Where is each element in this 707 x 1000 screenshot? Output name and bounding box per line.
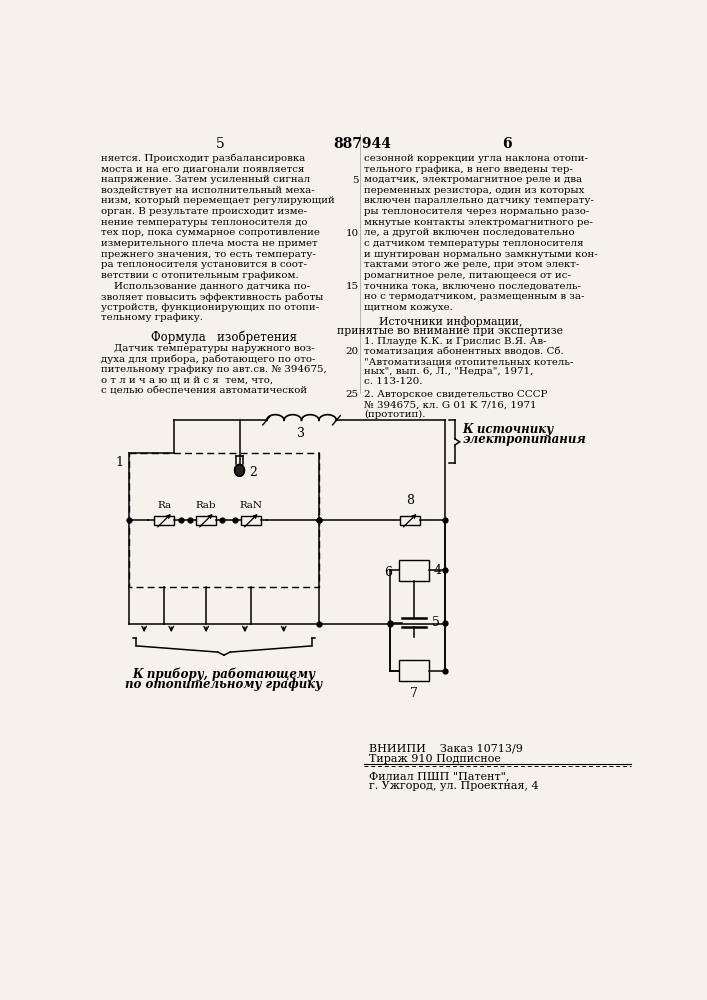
Text: Формула   изобретения: Формула изобретения <box>151 330 297 344</box>
Text: Филиал ПШП "Патент",: Филиал ПШП "Патент", <box>369 771 509 781</box>
Text: прежнего значения, то есть температу-: прежнего значения, то есть температу- <box>101 250 315 259</box>
Text: моста и на его диагонали появляется: моста и на его диагонали появляется <box>101 165 304 174</box>
Text: воздействует на исполнительный меха-: воздействует на исполнительный меха- <box>101 186 315 195</box>
Text: тельного графика, в него введены тер-: тельного графика, в него введены тер- <box>364 165 573 174</box>
Text: ры теплоносителя через нормально разо-: ры теплоносителя через нормально разо- <box>364 207 590 216</box>
Text: "Автоматизация отопительных котель-: "Автоматизация отопительных котель- <box>364 357 573 366</box>
Text: напряжение. Затем усиленный сигнал: напряжение. Затем усиленный сигнал <box>101 175 310 184</box>
Text: тельному графику.: тельному графику. <box>101 313 203 322</box>
Bar <box>399 560 428 581</box>
Text: (прототип).: (прототип). <box>364 410 426 419</box>
Text: Использование данного датчика по-: Использование данного датчика по- <box>101 281 310 290</box>
Text: щитном кожухе.: щитном кожухе. <box>364 303 453 312</box>
Text: 2: 2 <box>250 466 257 479</box>
Text: тех пор, пока суммарное сопротивление: тех пор, пока суммарное сопротивление <box>101 228 320 237</box>
Bar <box>196 516 216 525</box>
Bar <box>241 516 261 525</box>
Text: но с термодатчиком, размещенным в за-: но с термодатчиком, размещенным в за- <box>364 292 585 301</box>
Text: 5: 5 <box>216 137 225 151</box>
Text: модатчик, электромагнитное реле и два: модатчик, электромагнитное реле и два <box>364 175 583 184</box>
Text: орган. В результате происходит изме-: орган. В результате происходит изме- <box>101 207 307 216</box>
Text: 6: 6 <box>502 137 512 151</box>
Text: 10: 10 <box>346 229 359 238</box>
Text: сезонной коррекции угла наклона отопи-: сезонной коррекции угла наклона отопи- <box>364 154 588 163</box>
Text: пительному графику по авт.св. № 394675,: пительному графику по авт.св. № 394675, <box>101 365 327 374</box>
Text: низм, который перемещает регулирующий: низм, который перемещает регулирующий <box>101 196 334 205</box>
Text: Датчик температуры наружного воз-: Датчик температуры наружного воз- <box>101 344 315 353</box>
Text: духа для прибора, работающего по ото-: духа для прибора, работающего по ото- <box>101 355 315 364</box>
Text: К прибору, работающему: К прибору, работающему <box>132 667 315 681</box>
Text: К источнику: К источнику <box>462 423 554 436</box>
Bar <box>129 453 320 587</box>
Text: тактами этого же реле, при этом элект-: тактами этого же реле, при этом элект- <box>364 260 580 269</box>
Bar <box>399 660 428 681</box>
Text: точника тока, включено последователь-: точника тока, включено последователь- <box>364 281 581 290</box>
Text: 5: 5 <box>432 616 440 629</box>
Text: с целью обеспечения автоматической: с целью обеспечения автоматической <box>101 386 307 395</box>
Text: Rаb: Rаb <box>196 501 216 510</box>
Text: Тираж 910 Подписное: Тираж 910 Подписное <box>369 754 501 764</box>
Text: 5: 5 <box>352 176 359 185</box>
Text: 6: 6 <box>385 566 392 579</box>
Text: 887944: 887944 <box>333 137 391 151</box>
Text: Источники информации,: Источники информации, <box>378 316 522 327</box>
Text: включен параллельно датчику температу-: включен параллельно датчику температу- <box>364 196 594 205</box>
Text: устройств, функционирующих по отопи-: устройств, функционирующих по отопи- <box>101 303 319 312</box>
Bar <box>154 516 175 525</box>
Text: 4: 4 <box>433 564 441 577</box>
Text: 3: 3 <box>298 427 305 440</box>
Text: электропитания: электропитания <box>462 433 586 446</box>
Text: с датчиком температуры теплоносителя: с датчиком температуры теплоносителя <box>364 239 584 248</box>
Text: 1. Плауде К.К. и Грислис В.Я. Ав-: 1. Плауде К.К. и Грислис В.Я. Ав- <box>364 337 547 346</box>
Bar <box>400 516 420 525</box>
Text: RаN: RаN <box>240 501 262 510</box>
Text: 7: 7 <box>410 687 418 700</box>
Text: зволяет повысить эффективность работы: зволяет повысить эффективность работы <box>101 292 323 302</box>
Text: 25: 25 <box>346 390 359 399</box>
Text: ле, а другой включен последовательно: ле, а другой включен последовательно <box>364 228 575 237</box>
Text: ВНИИПИ    Заказ 10713/9: ВНИИПИ Заказ 10713/9 <box>369 744 522 754</box>
Text: мкнутые контакты электромагнитного ре-: мкнутые контакты электромагнитного ре- <box>364 218 593 227</box>
Polygon shape <box>235 464 245 476</box>
Text: ромагнитное реле, питающееся от ис-: ромагнитное реле, питающееся от ис- <box>364 271 571 280</box>
Text: Ra: Ra <box>157 501 171 510</box>
Text: нение температуры теплоносителя до: нение температуры теплоносителя до <box>101 218 308 227</box>
Text: 2. Авторское свидетельство СССР: 2. Авторское свидетельство СССР <box>364 390 548 399</box>
Text: переменных резистора, один из которых: переменных резистора, один из которых <box>364 186 585 195</box>
Text: г. Ужгород, ул. Проектная, 4: г. Ужгород, ул. Проектная, 4 <box>369 781 539 791</box>
Text: по отопительному графику: по отопительному графику <box>125 678 322 691</box>
Text: 8: 8 <box>406 494 414 507</box>
Text: томатизация абонентных вводов. Сб.: томатизация абонентных вводов. Сб. <box>364 347 564 356</box>
Text: и шунтирован нормально замкнутыми кон-: и шунтирован нормально замкнутыми кон- <box>364 250 598 259</box>
Text: измерительного плеча моста не примет: измерительного плеча моста не примет <box>101 239 317 248</box>
Text: ных", вып. 6, Л., "Недра", 1971,: ных", вып. 6, Л., "Недра", 1971, <box>364 367 534 376</box>
Text: о т л и ч а ю щ и й с я  тем, что,: о т л и ч а ю щ и й с я тем, что, <box>101 376 273 385</box>
Text: с. 113-120.: с. 113-120. <box>364 377 423 386</box>
Text: ветствии с отопительным графиком.: ветствии с отопительным графиком. <box>101 271 298 280</box>
Text: 20: 20 <box>346 347 359 356</box>
Text: № 394675, кл. G 01 K 7/16, 1971: № 394675, кл. G 01 K 7/16, 1971 <box>364 400 537 409</box>
Text: няется. Происходит разбалансировка: няется. Происходит разбалансировка <box>101 154 305 163</box>
Text: принятые во внимание при экспертизе: принятые во внимание при экспертизе <box>337 326 563 336</box>
Text: ра теплоносителя установится в соот-: ра теплоносителя установится в соот- <box>101 260 307 269</box>
Text: 15: 15 <box>346 282 359 291</box>
Text: 1: 1 <box>115 456 124 469</box>
